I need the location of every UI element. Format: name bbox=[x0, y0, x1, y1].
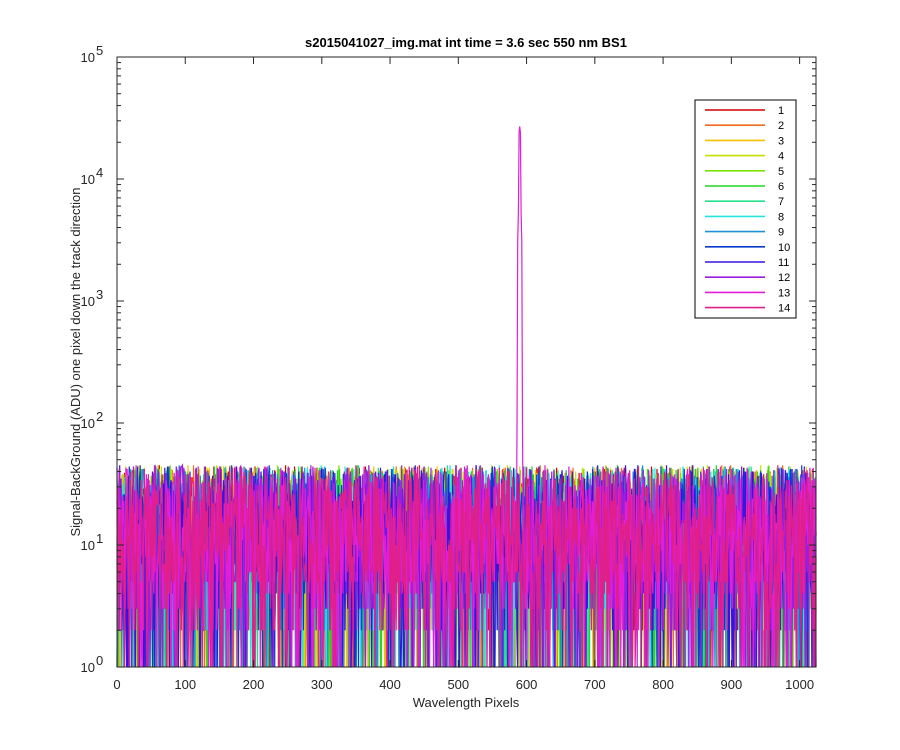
x-tick-label: 400 bbox=[379, 677, 401, 692]
y-tick-label: 10 bbox=[81, 172, 95, 187]
x-tick-label: 200 bbox=[243, 677, 265, 692]
x-tick-label: 100 bbox=[174, 677, 196, 692]
legend-label-6: 6 bbox=[778, 181, 784, 193]
y-axis-label: Signal-BackGround (ADU) one pixel down t… bbox=[68, 187, 83, 536]
legend-label-4: 4 bbox=[778, 151, 784, 163]
y-tick-exponent: 2 bbox=[96, 409, 103, 424]
y-tick-exponent: 4 bbox=[96, 165, 103, 180]
y-tick-label: 10 bbox=[81, 660, 95, 675]
y-tick-exponent: 5 bbox=[96, 43, 103, 58]
x-tick-label: 1000 bbox=[785, 677, 814, 692]
x-tick-label: 300 bbox=[311, 677, 333, 692]
x-tick-label: 900 bbox=[721, 677, 743, 692]
legend-label-8: 8 bbox=[778, 211, 784, 223]
x-tick-label: 0 bbox=[113, 677, 120, 692]
legend-label-10: 10 bbox=[778, 242, 790, 254]
y-tick-exponent: 3 bbox=[96, 287, 103, 302]
legend-label-3: 3 bbox=[778, 135, 784, 147]
legend-box bbox=[694, 99, 797, 319]
legend-label-11: 11 bbox=[778, 257, 789, 269]
y-tick-label: 10 bbox=[81, 294, 95, 309]
x-axis-label: Wavelength Pixels bbox=[413, 695, 520, 710]
x-tick-label: 700 bbox=[584, 677, 606, 692]
chart-title: s2015041027_img.mat int time = 3.6 sec 5… bbox=[305, 35, 627, 50]
y-tick-exponent: 0 bbox=[96, 653, 103, 668]
legend-label-1: 1 bbox=[778, 105, 784, 117]
x-axis-ticks: 0 100 200 300 400 500 600 700 800 900 1000 bbox=[113, 57, 814, 692]
y-tick-exponent: 1 bbox=[96, 531, 103, 546]
legend-label-5: 5 bbox=[778, 166, 784, 178]
x-tick-label: 600 bbox=[516, 677, 538, 692]
legend-label-14: 14 bbox=[778, 303, 790, 315]
series-line-14 bbox=[116, 465, 817, 668]
x-tick-label: 800 bbox=[652, 677, 674, 692]
axes-box bbox=[116, 56, 817, 668]
y-tick-label: 10 bbox=[81, 50, 95, 65]
y-tick-label: 10 bbox=[81, 538, 95, 553]
legend-label-13: 13 bbox=[778, 287, 790, 299]
legend-label-12: 12 bbox=[778, 272, 790, 284]
y-tick-label: 10 bbox=[81, 416, 95, 431]
legend-label-2: 2 bbox=[778, 120, 784, 132]
x-tick-label: 500 bbox=[447, 677, 469, 692]
legend-label-9: 9 bbox=[778, 227, 784, 239]
legend-label-7: 7 bbox=[778, 196, 784, 208]
